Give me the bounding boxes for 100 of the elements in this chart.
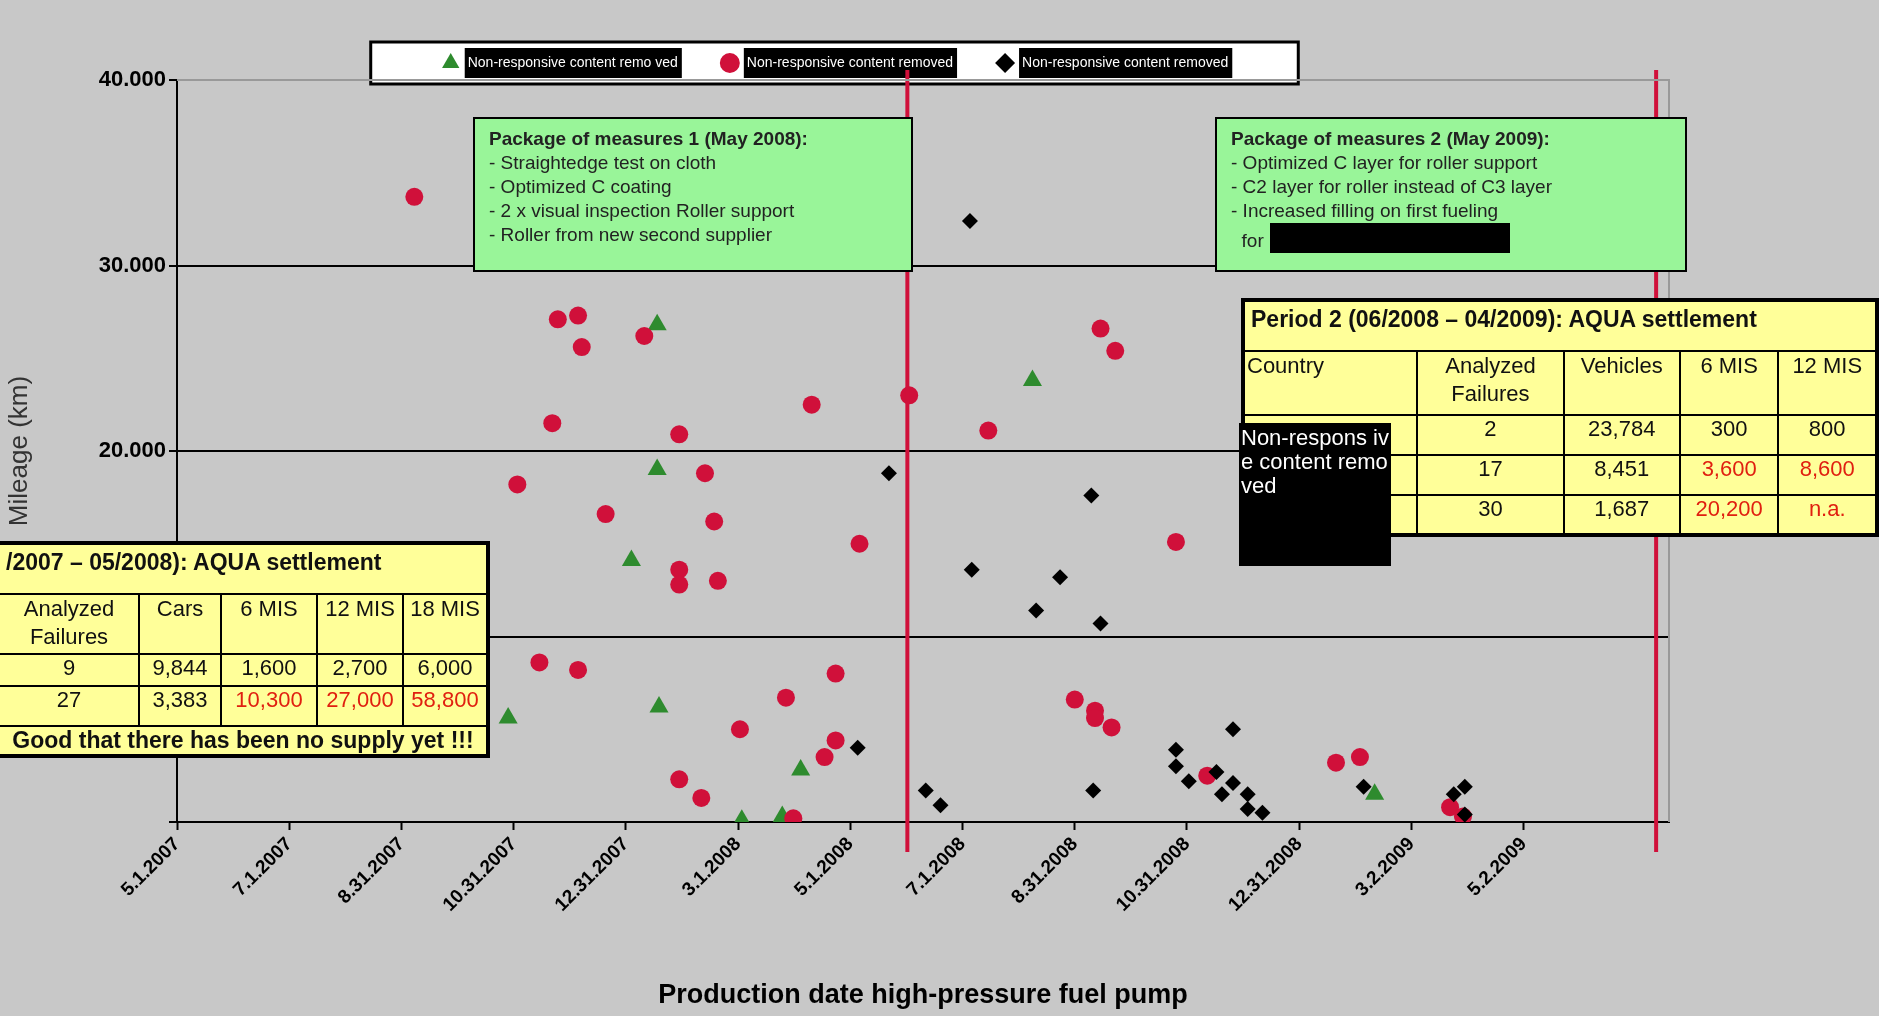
redaction-block: Non-respons ive content removed xyxy=(1239,423,1391,566)
point xyxy=(1102,718,1121,737)
point xyxy=(670,560,689,579)
text: n.a. xyxy=(1778,495,1877,535)
point xyxy=(1350,748,1369,767)
point xyxy=(569,306,588,325)
annotation: 2,700 xyxy=(317,654,403,686)
text: 6 MIS xyxy=(1679,351,1779,415)
legend-label: Non-responsive content removed xyxy=(1022,53,1229,70)
point xyxy=(670,425,689,444)
point xyxy=(1091,319,1110,338)
point xyxy=(596,505,615,524)
annotation: 30 xyxy=(1417,495,1564,535)
annotation: 6,000 xyxy=(403,654,488,686)
point xyxy=(1239,786,1256,803)
annotation: Country xyxy=(1243,351,1418,415)
point xyxy=(1085,782,1102,799)
point xyxy=(1254,804,1271,821)
point xyxy=(1083,487,1100,504)
point xyxy=(1166,532,1185,551)
annotation: Good that there has been no supply yet !!! xyxy=(0,726,488,756)
text: 300 xyxy=(1679,415,1779,455)
annotation: 12 MIS xyxy=(317,594,403,654)
point xyxy=(917,782,934,799)
point xyxy=(1092,615,1109,632)
annotation: 58,800 xyxy=(403,686,488,726)
point xyxy=(1106,341,1125,360)
point xyxy=(1456,778,1473,795)
legend-label: Non-responsive content removed xyxy=(746,53,954,70)
point xyxy=(1327,753,1346,772)
point xyxy=(705,512,724,531)
annotation: Vehicles xyxy=(1563,351,1680,415)
point xyxy=(635,326,654,345)
point xyxy=(1445,786,1462,803)
point xyxy=(1167,741,1184,758)
point xyxy=(932,797,949,814)
point xyxy=(530,653,549,672)
point xyxy=(1355,778,1372,795)
point xyxy=(1213,786,1230,803)
annotation: Analyzed Failures xyxy=(1417,351,1564,415)
point xyxy=(1441,798,1460,817)
point xyxy=(569,660,588,679)
y-tick-label: 20.000 xyxy=(98,437,166,463)
text: 27 xyxy=(0,686,139,726)
text: 20,200 xyxy=(1679,495,1779,535)
point xyxy=(979,421,998,440)
point xyxy=(1224,775,1241,792)
point xyxy=(961,212,978,229)
callout-box: Package of measures 2 (May 2009): - Optimized C layer for roller support - C2 layer for roller instead of C3 layer - Increased filling on first fueling for xyxy=(1215,117,1687,272)
point xyxy=(963,561,980,578)
point xyxy=(548,310,567,329)
legend-label: Non-responsive content remo ved xyxy=(467,53,678,70)
text: 9 xyxy=(0,654,139,686)
annotation: 17 xyxy=(1417,455,1564,495)
y-tick-label: 40.000 xyxy=(98,66,166,92)
point xyxy=(670,575,689,594)
point xyxy=(692,788,711,807)
x-axis-title: Production date high-pressure fuel pump xyxy=(658,979,1188,1010)
point xyxy=(1028,602,1045,619)
point xyxy=(1065,690,1084,709)
text: 8,600 xyxy=(1778,455,1877,495)
point xyxy=(1208,763,1225,780)
point xyxy=(776,688,795,707)
callout-box: Package of measures 1 (May 2008): - Straightedge test on cloth - Optimized C coating - 2 x visual inspection Roller support - Roller from new second supplier xyxy=(473,117,913,272)
annotation: 27,000 xyxy=(317,686,403,726)
point xyxy=(802,395,821,414)
point xyxy=(1239,801,1256,818)
point xyxy=(696,464,714,483)
annotation: 1,687 xyxy=(1563,495,1680,535)
point xyxy=(880,465,897,482)
point xyxy=(508,475,527,494)
annotation: Period 2 (06/2008 – 04/2009): AQUA settlement xyxy=(1243,300,1877,351)
text: 12 MIS xyxy=(1778,351,1877,415)
point xyxy=(543,414,562,433)
point xyxy=(708,571,727,590)
text: 800 xyxy=(1778,415,1877,455)
annotation: 10,300 xyxy=(221,686,317,726)
annotation: 23,784 xyxy=(1563,415,1680,455)
point xyxy=(850,534,869,553)
point xyxy=(815,748,834,767)
point xyxy=(1167,758,1184,775)
annotation: 18 MIS xyxy=(403,594,488,654)
point xyxy=(1224,721,1241,738)
point xyxy=(405,187,424,206)
text: Analyzed Failures xyxy=(0,594,139,654)
point xyxy=(826,664,845,683)
annotation: 6 MIS xyxy=(221,594,317,654)
y-axis-title: Mileage (km) xyxy=(2,375,33,527)
point xyxy=(849,739,866,756)
y-tick-label: 30.000 xyxy=(98,251,166,277)
annotation: Cars xyxy=(139,594,221,654)
point xyxy=(1180,773,1197,790)
annotation: 2 xyxy=(1417,415,1564,455)
annotation: 9,844 xyxy=(139,654,221,686)
annotation: /2007 – 05/2008): AQUA settlement xyxy=(0,543,488,594)
text: 3,600 xyxy=(1679,455,1779,495)
point xyxy=(826,731,845,750)
annotation: 3,383 xyxy=(139,686,221,726)
point xyxy=(572,338,591,357)
point xyxy=(730,720,749,739)
